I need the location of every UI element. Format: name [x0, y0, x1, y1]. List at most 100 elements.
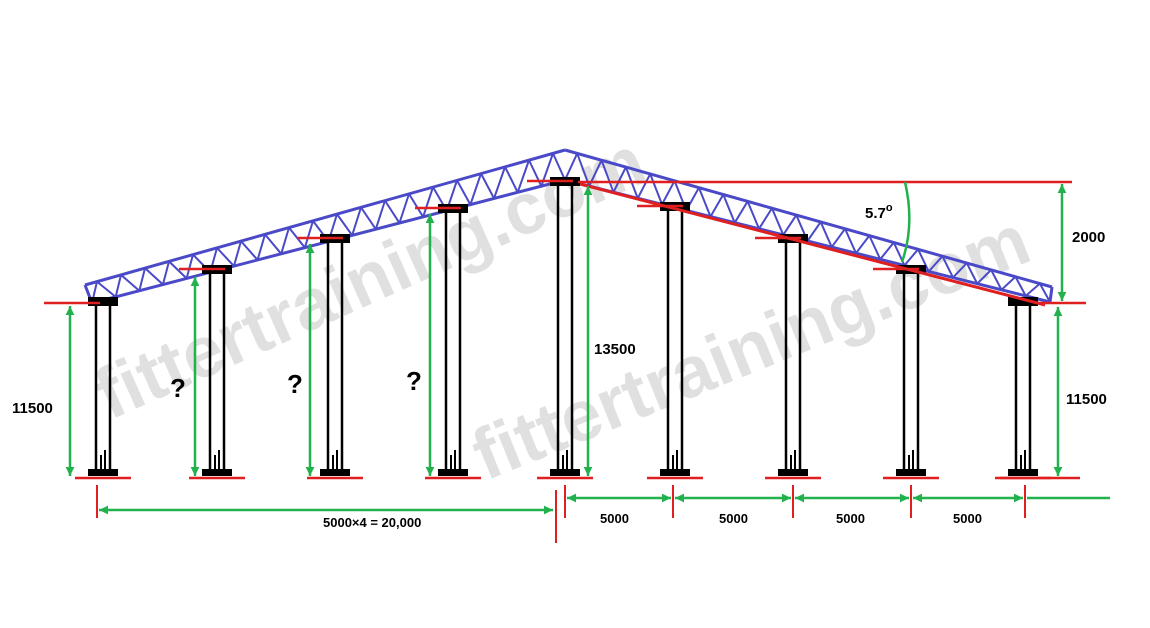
truss-web: [782, 214, 798, 236]
column-cap: [88, 297, 118, 306]
truss-web: [552, 152, 566, 181]
arrowhead: [305, 466, 315, 476]
arrowhead: [425, 214, 435, 224]
truss-web: [456, 179, 472, 206]
truss-web: [564, 153, 579, 181]
left-span: 5000×4 = 20,000: [323, 515, 421, 530]
truss-web: [746, 200, 760, 230]
truss-web: [408, 193, 424, 218]
base-plate: [896, 469, 926, 476]
truss-web: [469, 173, 482, 205]
dimensions: [65, 181, 1110, 515]
truss-web: [303, 220, 314, 248]
arrowhead: [781, 493, 791, 503]
base-plate: [88, 469, 118, 476]
truss-web: [941, 255, 954, 279]
truss-web: [280, 227, 290, 255]
watermark: fittertraining.com: [462, 200, 1041, 496]
arrowhead: [913, 493, 923, 503]
truss-web: [990, 269, 1003, 291]
truss-web: [806, 221, 822, 242]
bay-span: 5000: [836, 511, 865, 526]
truss-web: [96, 280, 117, 298]
truss-web: [612, 166, 627, 193]
arrowhead: [661, 493, 671, 503]
truss-web: [903, 248, 919, 267]
truss-web: [144, 267, 164, 286]
base-plate: [550, 469, 580, 476]
truss-web: [636, 173, 652, 199]
truss-web: [771, 207, 785, 236]
truss-web: [661, 180, 676, 205]
arrowhead: [583, 186, 593, 196]
truss-web: [649, 173, 663, 205]
bay-span: 5000: [953, 511, 982, 526]
arrowhead: [425, 466, 435, 476]
truss-web: [360, 206, 377, 230]
arrowhead: [1057, 291, 1067, 301]
arrowhead: [1053, 307, 1063, 317]
truss-web: [965, 262, 979, 285]
truss-web: [168, 260, 188, 280]
angle-value: 5.7: [865, 205, 886, 222]
truss-web: [240, 240, 259, 261]
truss-web: [830, 228, 846, 248]
truss-web: [928, 255, 944, 273]
unknown-height: ?: [170, 373, 186, 403]
truss-web: [733, 200, 749, 224]
arrowhead: [1013, 493, 1023, 503]
arrowhead: [305, 244, 315, 254]
truss-web: [138, 267, 146, 291]
arrowhead: [899, 493, 909, 503]
center-height: 13500: [594, 341, 636, 358]
arrowhead: [675, 493, 685, 503]
arrowhead: [65, 466, 75, 476]
truss-top-chord: [564, 148, 1053, 289]
truss-web: [264, 233, 282, 255]
truss-web: [336, 213, 353, 236]
arrowhead: [567, 493, 577, 503]
truss-web: [374, 200, 386, 230]
truss-web: [600, 159, 615, 193]
truss-web: [709, 194, 725, 218]
arrowhead: [1057, 184, 1067, 194]
truss-web: [422, 186, 434, 218]
truss-end: [1048, 286, 1054, 303]
truss-web: [844, 228, 857, 254]
bay-span: 5000: [719, 511, 748, 526]
truss-web: [1014, 276, 1027, 297]
truss-web: [384, 200, 401, 224]
truss-web: [758, 207, 773, 230]
base-plate: [660, 469, 690, 476]
angle-arc: [900, 181, 911, 263]
truss-web: [480, 173, 495, 199]
base-plate: [438, 469, 468, 476]
unknown-height: ?: [406, 366, 422, 396]
truss-top-chord: [84, 148, 566, 287]
arrowhead: [795, 493, 805, 503]
truss-web: [161, 261, 170, 285]
arrowhead: [190, 466, 200, 476]
right-height: 11500: [1066, 391, 1107, 408]
truss-web: [185, 254, 194, 279]
arrowhead: [65, 306, 75, 316]
arrowhead: [99, 505, 109, 515]
arrowhead: [583, 466, 593, 476]
bay-span: 5000: [600, 511, 629, 526]
arrowhead: [543, 505, 553, 515]
truss-web: [232, 240, 242, 267]
truss-web: [868, 235, 882, 260]
column-cap: [1008, 297, 1038, 306]
degree-mark: o: [886, 202, 893, 214]
truss-web: [288, 227, 306, 249]
slope-line: [579, 182, 1046, 307]
truss-web: [120, 274, 140, 292]
unknown-height: ?: [287, 369, 303, 399]
angle: 5.7o: [865, 202, 893, 222]
base-plate: [1008, 469, 1038, 476]
arrowhead: [190, 277, 200, 287]
truss-web: [917, 248, 930, 272]
truss-web: [879, 241, 895, 260]
truss-web: [697, 187, 712, 217]
